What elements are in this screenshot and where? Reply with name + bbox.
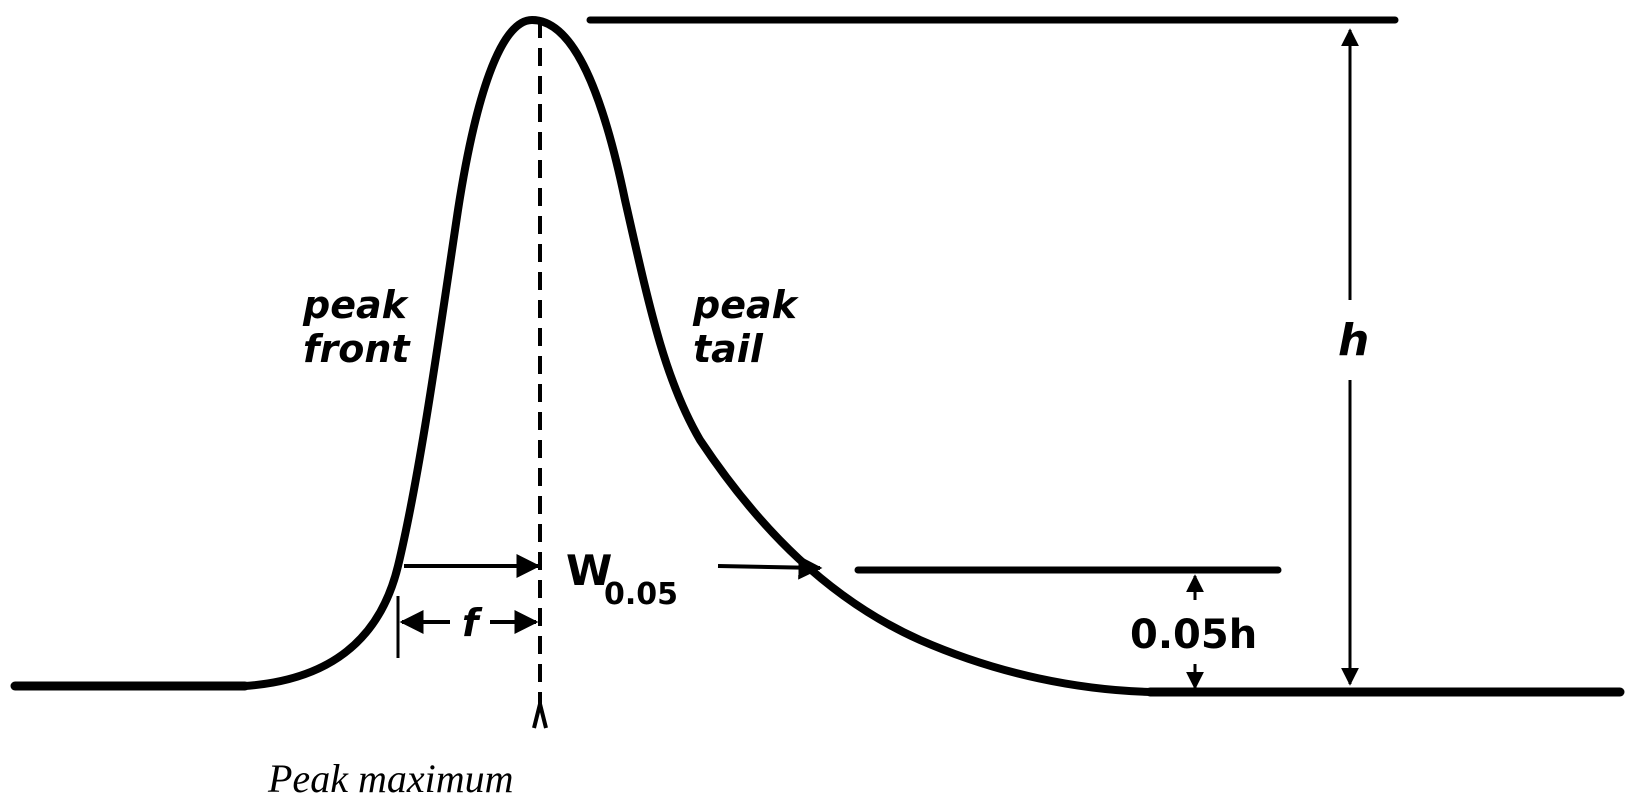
fraction-label: 0.05h <box>1130 612 1257 658</box>
peak-maximum-pointer <box>532 703 548 729</box>
peak-tail-label-line2: tail <box>693 327 764 371</box>
height-label: h <box>1338 315 1369 366</box>
width-label-subscript: 0.05 <box>604 577 678 612</box>
peak-front-label-line2: front <box>303 327 411 371</box>
front-distance-label: f <box>462 601 483 645</box>
width-label: W <box>566 546 612 595</box>
peak-tail-label-line1: peak <box>692 283 800 327</box>
width-arrow-right <box>717 555 823 580</box>
peak-front-label-line1: peak <box>302 283 410 327</box>
peak-curve <box>241 16 1154 696</box>
peak-maximum-caption: Peak maximum <box>267 756 513 801</box>
